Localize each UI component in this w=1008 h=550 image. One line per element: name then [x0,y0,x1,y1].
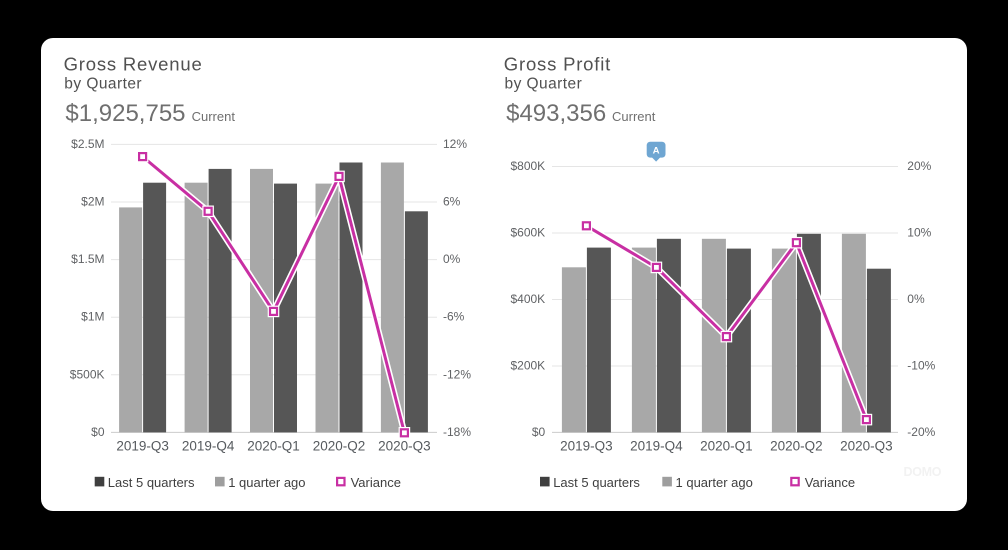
svg-text:Gross Profit: Gross Profit [504,54,611,75]
svg-text:-10%: -10% [907,359,935,373]
svg-text:Current: Current [192,109,236,124]
svg-text:Variance: Variance [805,475,855,490]
svg-text:6%: 6% [443,195,461,209]
svg-text:10%: 10% [907,226,931,240]
svg-text:0%: 0% [443,252,461,266]
svg-text:2019-Q4: 2019-Q4 [630,439,683,454]
svg-text:$200K: $200K [510,359,545,373]
svg-text:$600K: $600K [510,226,545,240]
svg-text:2020-Q1: 2020-Q1 [247,439,300,454]
svg-text:-6%: -6% [443,310,465,324]
svg-text:Last 5 quarters: Last 5 quarters [108,475,195,490]
svg-text:2020-Q3: 2020-Q3 [840,439,893,454]
svg-text:1 quarter ago: 1 quarter ago [676,475,753,490]
svg-text:$1.5M: $1.5M [71,252,104,266]
svg-text:2019-Q4: 2019-Q4 [182,439,235,454]
svg-text:$2.5M: $2.5M [71,137,104,151]
svg-text:2019-Q3: 2019-Q3 [560,439,613,454]
svg-text:$493,356: $493,356 [506,100,606,127]
svg-text:2020-Q3: 2020-Q3 [378,439,431,454]
svg-text:by Quarter: by Quarter [64,76,142,93]
svg-text:Last 5 quarters: Last 5 quarters [553,475,640,490]
svg-text:$0: $0 [91,425,105,439]
svg-text:$800K: $800K [510,159,545,173]
svg-text:2020-Q1: 2020-Q1 [700,439,753,454]
svg-text:$2M: $2M [81,195,104,209]
svg-text:$400K: $400K [510,292,545,306]
svg-text:Gross Revenue: Gross Revenue [64,54,203,75]
svg-text:-18%: -18% [443,425,471,439]
svg-text:20%: 20% [907,159,931,173]
svg-text:2020-Q2: 2020-Q2 [770,439,823,454]
svg-text:2020-Q2: 2020-Q2 [313,439,366,454]
svg-text:$500K: $500K [70,367,105,381]
svg-text:12%: 12% [443,137,467,151]
svg-text:Variance: Variance [351,475,401,490]
svg-text:1 quarter ago: 1 quarter ago [228,475,305,490]
svg-text:by Quarter: by Quarter [505,76,583,93]
svg-text:$1,925,755: $1,925,755 [65,100,185,127]
svg-text:A: A [653,145,660,156]
svg-text:$1M: $1M [81,310,104,324]
svg-text:2019-Q3: 2019-Q3 [116,439,169,454]
svg-text:-20%: -20% [907,425,935,439]
svg-text:Current: Current [612,109,656,124]
svg-text:-12%: -12% [443,367,471,381]
svg-text:0%: 0% [907,292,925,306]
svg-text:DOMO: DOMO [904,465,942,479]
svg-text:$0: $0 [532,425,546,439]
